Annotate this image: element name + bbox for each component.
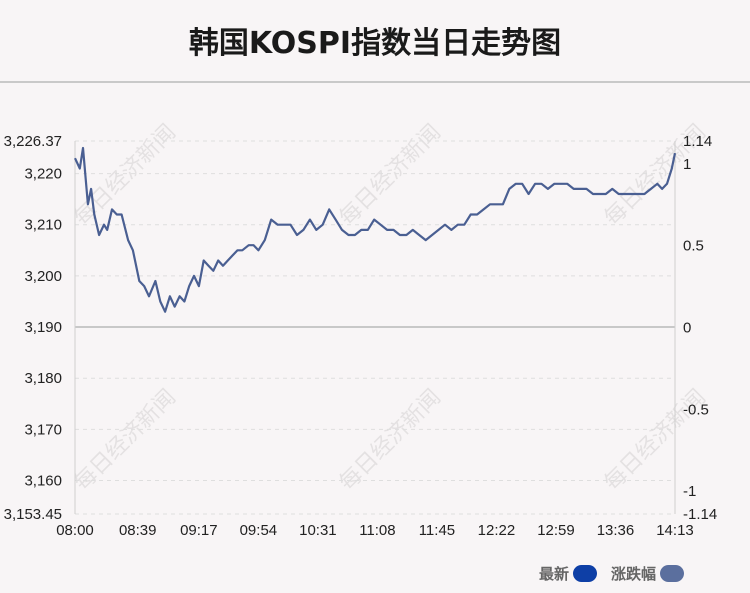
x-tick-label: 09:17 [180, 522, 218, 539]
watermark-text: 每日经济新闻 [70, 120, 181, 231]
x-tick-label: 11:45 [419, 522, 455, 539]
y-right-tick-label: 1 [683, 156, 691, 173]
watermark-text: 每日经济新闻 [335, 385, 446, 496]
y-left-tick-label: 3,180 [24, 370, 62, 387]
index-line [74, 146, 677, 313]
watermark-text: 每日经济新闻 [335, 120, 446, 231]
x-tick-label: 09:54 [240, 522, 278, 539]
y-right-tick-label: 0.5 [683, 238, 704, 255]
y-right-tick-label: -0.5 [683, 401, 709, 418]
chart-title: 韩国KOSPI指数当日走势图 [188, 26, 562, 61]
y-right-tick-label: 1.14 [683, 133, 712, 150]
left-axis-ticks: 3,226.37 3,220 3,210 3,200 3,190 3,180 3,170 3,… [4, 133, 62, 523]
right-axis-ticks: 1.14 1 0.5 0 -0.5 -1 -1.14 [683, 133, 717, 523]
x-axis-ticks: 08:00 08:39 09:17 09:54 10:31 11:08 11:45 12:22… [56, 522, 694, 539]
y-left-tick-label: 3,153.45 [4, 506, 62, 523]
x-tick-label: 08:39 [119, 522, 157, 539]
legend-label-change: 涨跌幅 [610, 565, 656, 583]
watermark-text: 每日经济新闻 [70, 385, 181, 496]
y-left-tick-label: 3,226.37 [4, 133, 62, 150]
legend-item-latest: 最新 [539, 563, 597, 584]
x-tick-label: 08:00 [56, 522, 94, 539]
y-left-tick-label: 3,170 [24, 421, 62, 438]
y-left-tick-label: 3,200 [24, 268, 62, 285]
x-tick-label: 12:59 [537, 522, 575, 539]
grid-lines [75, 140, 675, 515]
y-left-tick-label: 3,160 [24, 472, 62, 489]
x-tick-label: 12:22 [478, 522, 516, 539]
legend-label-latest: 最新 [538, 565, 569, 583]
legend-item-change: 涨跌幅 [611, 563, 684, 584]
x-tick-label: 14:13 [656, 522, 694, 539]
y-right-tick-label: -1.14 [683, 506, 717, 523]
y-left-tick-label: 3,220 [24, 166, 62, 183]
legend-swatch-change [660, 565, 684, 582]
x-tick-label: 11:08 [359, 522, 395, 539]
legend: 最新 涨跌幅 [539, 563, 684, 584]
x-tick-label: 10:31 [299, 522, 337, 539]
y-right-tick-label: 0 [683, 320, 691, 337]
legend-swatch-latest [572, 565, 597, 582]
y-right-tick-label: -1 [683, 483, 696, 500]
title-divider [0, 81, 750, 83]
y-left-tick-label: 3,190 [24, 319, 62, 336]
y-left-tick-label: 3,210 [24, 217, 62, 234]
x-tick-label: 13:36 [597, 522, 635, 539]
